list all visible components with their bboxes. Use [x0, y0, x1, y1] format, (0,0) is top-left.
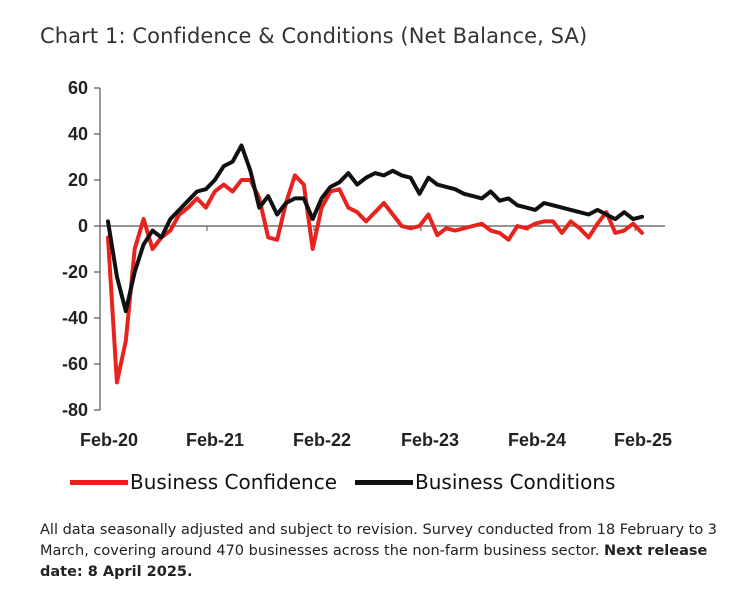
x-tick-label: Feb-23 — [401, 430, 459, 450]
series-line-business-conditions — [106, 143, 644, 314]
y-tick-label: -20 — [62, 262, 88, 282]
legend-item-conditions: Business Conditions — [355, 470, 615, 494]
x-tick-label: Feb-25 — [614, 430, 672, 450]
y-tick-label: 40 — [68, 124, 88, 144]
footnote-release-date: Next release date: 8 April 2025. — [40, 543, 708, 580]
x-tick-label: Feb-21 — [186, 430, 244, 450]
legend-item-confidence: Business Confidence — [70, 470, 337, 494]
y-tick-label: -60 — [62, 354, 88, 374]
footnote: All data seasonally adjusted and subject… — [40, 520, 720, 583]
legend-swatch-conditions — [355, 479, 414, 485]
x-tick-label: Feb-20 — [80, 430, 138, 450]
footnote-text: All data seasonally adjusted and subject… — [40, 522, 718, 559]
chart-legend: Business Confidence Business Conditions — [70, 470, 633, 494]
x-tick-label: Feb-24 — [508, 430, 566, 450]
chart-title: Chart 1: Confidence & Conditions (Net Ba… — [40, 24, 588, 48]
legend-swatch-confidence — [70, 479, 128, 485]
legend-label-conditions: Business Conditions — [415, 470, 616, 494]
y-tick-label: -40 — [62, 308, 88, 328]
y-tick-label: 0 — [78, 216, 88, 236]
y-tick-label: 20 — [68, 170, 88, 190]
legend-label-confidence: Business Confidence — [130, 470, 338, 494]
y-tick-label: 60 — [68, 78, 88, 98]
line-chart: 60 40 20 0 -20 -40 -60 -80 Feb-20 Feb-21 Feb-22 Feb… — [62, 78, 672, 450]
y-tick-label: -80 — [62, 400, 88, 420]
x-tick-label: Feb-22 — [293, 430, 351, 450]
series-line-business-confidence — [106, 173, 644, 385]
